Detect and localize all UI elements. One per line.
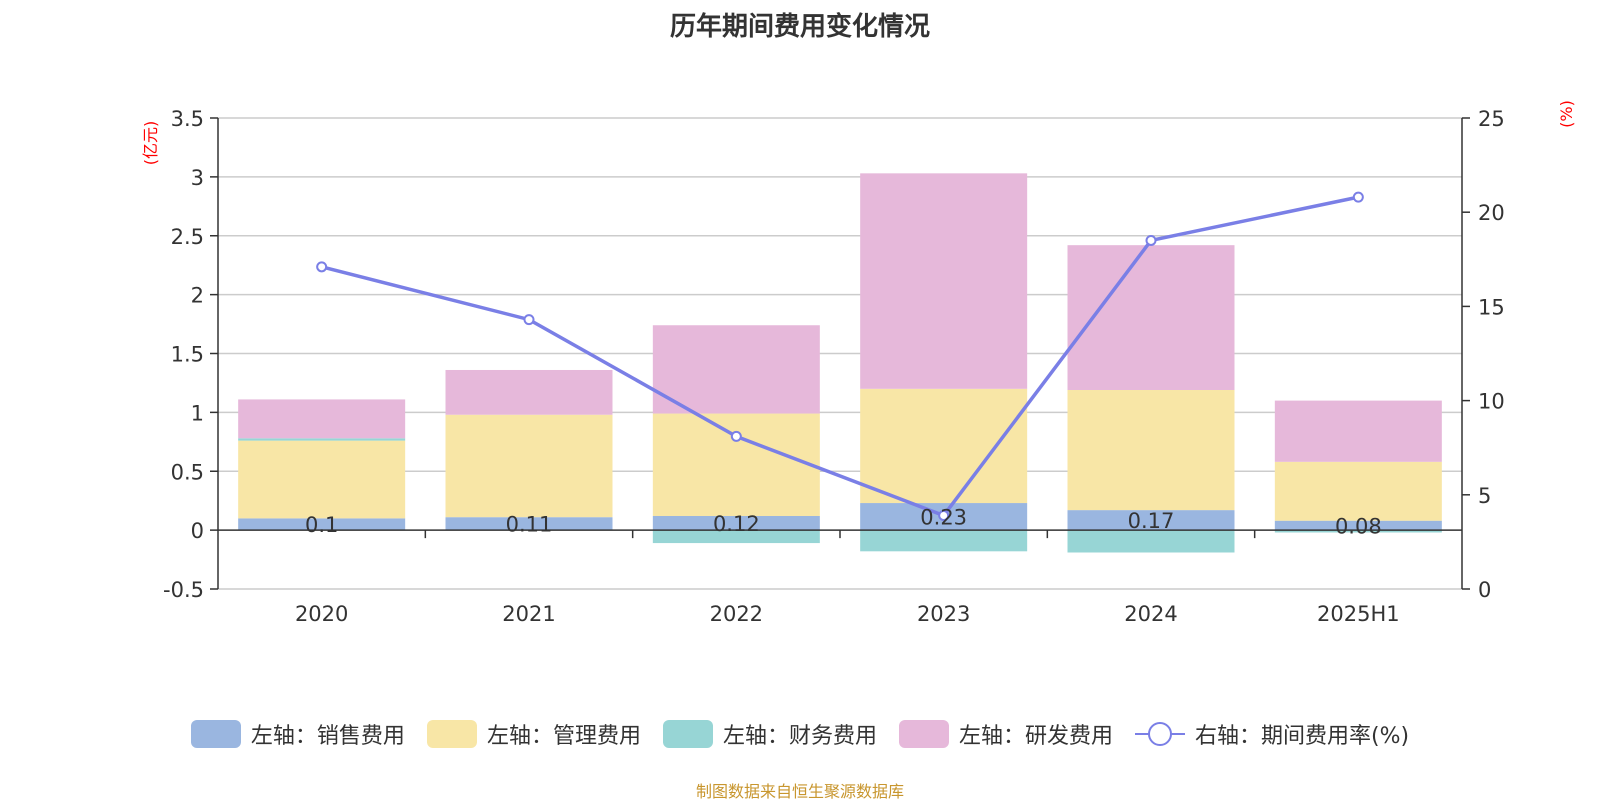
bar-segment <box>652 325 820 414</box>
data-labels: 0.1 0.11 0.12 0.23 0.17 0.08 <box>305 506 1382 539</box>
bar-layer <box>238 173 1442 553</box>
bar-data-label: 0.12 <box>713 512 760 536</box>
chart-title: 历年期间费用变化情况 <box>669 12 930 42</box>
bar-segment <box>445 414 613 518</box>
right-tick-label: 5 <box>1478 484 1491 508</box>
bar-segment <box>652 530 820 544</box>
bar-segment <box>1067 530 1235 553</box>
rate-point <box>1145 234 1157 246</box>
bar-segment <box>1274 461 1442 521</box>
legend-item-rate[interactable]: 右轴：期间费用率(%) <box>1134 718 1410 750</box>
legend-label-admin: 左轴：管理费用 <box>486 724 641 749</box>
rate-point <box>1352 191 1364 203</box>
legend: 左轴：销售费用 左轴：管理费用 左轴：财务费用 左轴：研发费用 右轴：期间费用率… <box>0 718 1600 750</box>
bar-segment <box>1274 530 1442 533</box>
bar-segment <box>238 518 406 531</box>
legend-label-finance: 左轴：财务费用 <box>722 724 877 749</box>
left-tick-label: 2.5 <box>171 225 204 249</box>
category-label: 2021 <box>502 602 555 626</box>
bar-data-label: 0.08 <box>1335 514 1382 538</box>
legend-item-sales[interactable]: 左轴：销售费用 <box>190 718 405 750</box>
right-axis-unit: (%) <box>1557 100 1576 128</box>
left-tick-label: 2 <box>191 284 204 308</box>
bar-segment <box>238 399 406 439</box>
legend-swatch-rate <box>1134 720 1185 748</box>
right-tick-label: 15 <box>1478 295 1505 319</box>
category-label: 2023 <box>917 602 970 626</box>
right-tick-label: 25 <box>1478 107 1505 131</box>
left-tick-label: 0 <box>191 519 204 543</box>
bar-segment <box>652 515 820 531</box>
rate-point <box>938 510 950 522</box>
bar-data-label: 0.23 <box>920 506 967 530</box>
bar-segment <box>860 388 1028 504</box>
rate-point <box>523 314 535 326</box>
right-tick-label: 20 <box>1478 201 1505 225</box>
left-tick-label: 3.5 <box>171 107 204 131</box>
left-tick-label: 3 <box>191 166 204 190</box>
rate-line-layer <box>316 191 1364 522</box>
legend-item-admin[interactable]: 左轴：管理费用 <box>426 718 641 750</box>
right-tick-label: 10 <box>1478 390 1505 414</box>
rate-line <box>321 195 1359 518</box>
left-tick-label: 1.5 <box>171 343 204 367</box>
legend-label-sales: 左轴：销售费用 <box>250 724 405 749</box>
left-tick-label: -0.5 <box>163 578 204 602</box>
legend-item-finance[interactable]: 左轴：财务费用 <box>662 718 877 750</box>
bar-segment <box>1067 245 1235 391</box>
bar-segment <box>238 438 406 441</box>
bar-data-label: 0.1 <box>305 513 338 537</box>
left-tick-label: 1 <box>191 401 204 425</box>
category-label: 2024 <box>1124 602 1177 626</box>
legend-item-rnd[interactable]: 左轴：研发费用 <box>898 718 1113 750</box>
axes: 3.5 3 2.5 2 1.5 1 0.5 0 -0.5 25 20 15 10 5 0 2020 2021 20… <box>163 107 1505 626</box>
category-label: 2020 <box>295 602 348 626</box>
bar-segment <box>1274 520 1442 531</box>
bar-segment <box>1067 390 1235 511</box>
category-label: 2022 <box>710 602 763 626</box>
bar-data-label: 0.11 <box>506 513 553 537</box>
legend-swatch-rnd <box>898 720 949 748</box>
bar-data-label: 0.17 <box>1128 509 1175 533</box>
source-note: 制图数据来自恒生聚源数据库 <box>695 782 904 801</box>
bar-segment <box>445 369 613 415</box>
left-tick-label: 0.5 <box>171 460 204 484</box>
bar-segment <box>238 440 406 519</box>
legend-swatch-sales <box>190 720 241 748</box>
bar-segment <box>1067 510 1235 531</box>
legend-swatch-finance <box>662 720 713 748</box>
bar-segment <box>445 517 613 531</box>
legend-label-rate: 右轴：期间费用率(%) <box>1194 724 1410 749</box>
legend-swatch-admin <box>426 720 477 748</box>
bar-segment <box>860 530 1028 552</box>
category-label: 2025H1 <box>1317 602 1400 626</box>
right-tick-label: 0 <box>1478 578 1491 602</box>
left-axis-unit: (亿元) <box>141 121 160 166</box>
legend-label-rnd: 左轴：研发费用 <box>958 724 1113 749</box>
rate-point <box>316 261 328 273</box>
bar-segment <box>860 173 1028 389</box>
bar-segment <box>1274 400 1442 462</box>
bar-segment <box>652 413 820 516</box>
rate-point <box>730 430 742 442</box>
